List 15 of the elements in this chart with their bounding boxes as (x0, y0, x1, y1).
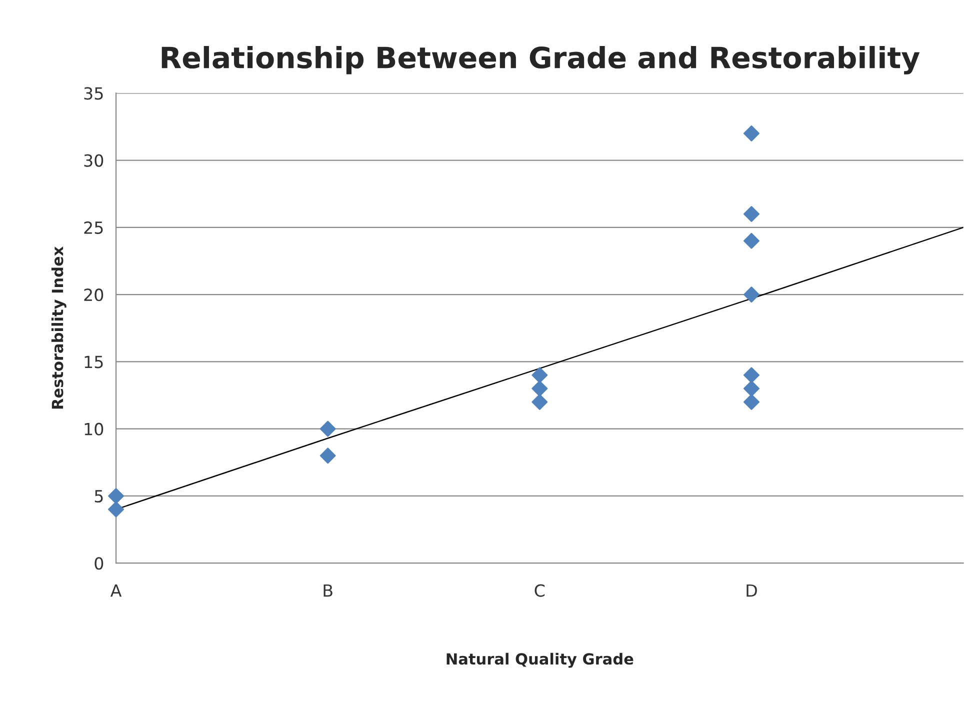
y-tick-label: 35 (84, 87, 103, 100)
x-axis-title: Natural Quality Grade (446, 652, 634, 668)
y-tick-label: 10 (84, 422, 104, 436)
y-tick-label: 0 (94, 557, 104, 570)
x-tick-label: B (324, 584, 332, 597)
y-tick-label: 25 (84, 221, 103, 234)
y-tick-label: 5 (94, 490, 103, 503)
x-tick-label: A (110, 584, 122, 597)
chart-title: Relationship Between Grade and Restorability (162, 46, 920, 74)
y-tick-label: 30 (84, 154, 104, 167)
y-tick-label: 15 (84, 356, 103, 368)
y-tick-label: 20 (84, 288, 104, 302)
x-tick-label: C (534, 584, 545, 597)
y-axis-title: Restorability Index (51, 246, 66, 409)
x-tick-label: D (746, 584, 757, 597)
